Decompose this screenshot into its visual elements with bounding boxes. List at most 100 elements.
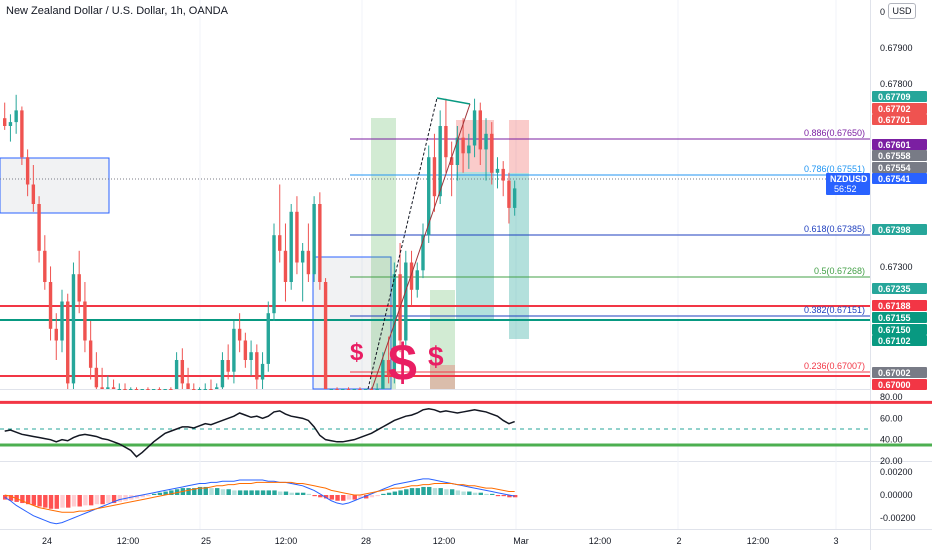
rsi-line (4, 407, 515, 458)
signal-line (4, 481, 515, 513)
macd-histogram-bar (507, 495, 512, 498)
candle-body (381, 360, 385, 389)
price-tag-label: 0.67709 (878, 92, 911, 102)
candle-body (335, 389, 339, 390)
dollar-sign-annotation: $ (428, 341, 444, 372)
macd-histogram-bar (363, 495, 369, 499)
macd-histogram-bar (381, 493, 386, 495)
price-tag-label: 0.67554 (878, 163, 911, 173)
price-tag-label: 0.67002 (878, 368, 911, 378)
candle-body (3, 118, 7, 126)
macd-histogram-bar (255, 490, 260, 495)
macd-histogram-bar (66, 495, 71, 508)
candle-body (341, 389, 345, 390)
macd-histogram-bar (352, 495, 357, 500)
price-tag (872, 139, 927, 150)
time-axis-label: Mar (513, 536, 529, 546)
price-tag (872, 114, 927, 125)
candle-body (467, 145, 471, 154)
candle-body (369, 389, 374, 390)
time-axis-label: 12:00 (589, 536, 612, 546)
macd-histogram-bar (186, 488, 191, 495)
macd-histogram-bar (289, 492, 294, 495)
symbol-tag-label: NZDUSD (830, 174, 868, 184)
candle-body (501, 168, 505, 181)
price-tag (872, 379, 927, 390)
macd-histogram-bar (169, 490, 174, 495)
price-tag (872, 324, 927, 335)
time-axis-label: 28 (361, 536, 371, 546)
short-stop-zone (509, 120, 529, 173)
candle-body (192, 389, 196, 390)
time-axis-label: 12:00 (275, 536, 298, 546)
candle-body (8, 122, 13, 126)
price-tag-label: 0.67398 (878, 225, 911, 235)
price-tag-label: 0.67558 (878, 151, 911, 161)
macd-histogram-bar (386, 492, 392, 495)
macd-histogram-bar (266, 490, 271, 495)
macd-histogram-bar (375, 495, 380, 497)
candle-body (169, 389, 173, 390)
candle-body (386, 360, 391, 376)
candle-body (88, 340, 93, 368)
macd-histogram-bar (220, 489, 226, 495)
macd-histogram-bar (243, 490, 249, 495)
currency-badge[interactable]: USD (888, 3, 916, 19)
candle-body (266, 313, 270, 364)
macd-histogram-bar (31, 495, 37, 506)
candle-body (197, 389, 202, 390)
macd-histogram-bar (306, 493, 312, 495)
candle-body (243, 340, 248, 360)
macd-histogram-bar (341, 495, 346, 501)
macd-histogram-bar (404, 489, 409, 495)
candle-body (94, 367, 99, 388)
price-tag (872, 162, 927, 173)
macd-histogram-bar (146, 495, 151, 497)
macd-histogram-bar (461, 491, 466, 495)
macd-histogram-bar (438, 488, 443, 495)
candle-body (312, 204, 316, 275)
short-target-zone (456, 172, 494, 321)
candle-body (134, 389, 139, 390)
macd-histogram-bar (140, 495, 145, 498)
countdown-label: 56:52 (834, 184, 857, 194)
candle-body (100, 387, 104, 389)
trend-line (371, 103, 471, 390)
rsi-axis-label: 80.00 (880, 392, 903, 402)
candle-body (43, 250, 47, 282)
candle-body (220, 360, 225, 388)
candle-body (237, 328, 242, 341)
dollar-sign-annotation: $ (388, 334, 417, 392)
macd-histogram-bar (25, 495, 31, 505)
macd-histogram-bar (283, 491, 289, 495)
candle-body (404, 262, 408, 341)
macd-histogram-bar (398, 490, 403, 495)
rsi-axis-label: 40.00 (880, 435, 903, 445)
macd-axis-label: 0.00000 (880, 490, 913, 500)
price-tag (872, 312, 927, 323)
candle-body (203, 389, 207, 390)
price-tag-label: 0.67150 (878, 325, 911, 335)
macd-histogram-bar (249, 490, 254, 495)
candle-body (329, 389, 334, 390)
price-tag (872, 173, 927, 184)
macd-histogram-bar (192, 488, 197, 495)
macd-histogram-bar (203, 486, 208, 495)
time-axis-label: 12:00 (433, 536, 456, 546)
candle-body (54, 328, 58, 341)
macd-histogram-bar (43, 495, 48, 508)
time-axis-label: 24 (42, 536, 52, 546)
candle-body (427, 157, 431, 236)
price-tag (872, 283, 927, 294)
candle-body (318, 204, 322, 282)
macd-histogram-bar (215, 488, 220, 495)
candle-body (20, 110, 24, 158)
candle-body (232, 328, 236, 372)
candle-body (180, 360, 185, 384)
macd-histogram-bar (60, 495, 65, 508)
macd-histogram-bar (409, 488, 415, 495)
price-tag-label: 0.67235 (878, 284, 911, 294)
candle-body (352, 389, 356, 390)
candle-body (83, 301, 87, 341)
